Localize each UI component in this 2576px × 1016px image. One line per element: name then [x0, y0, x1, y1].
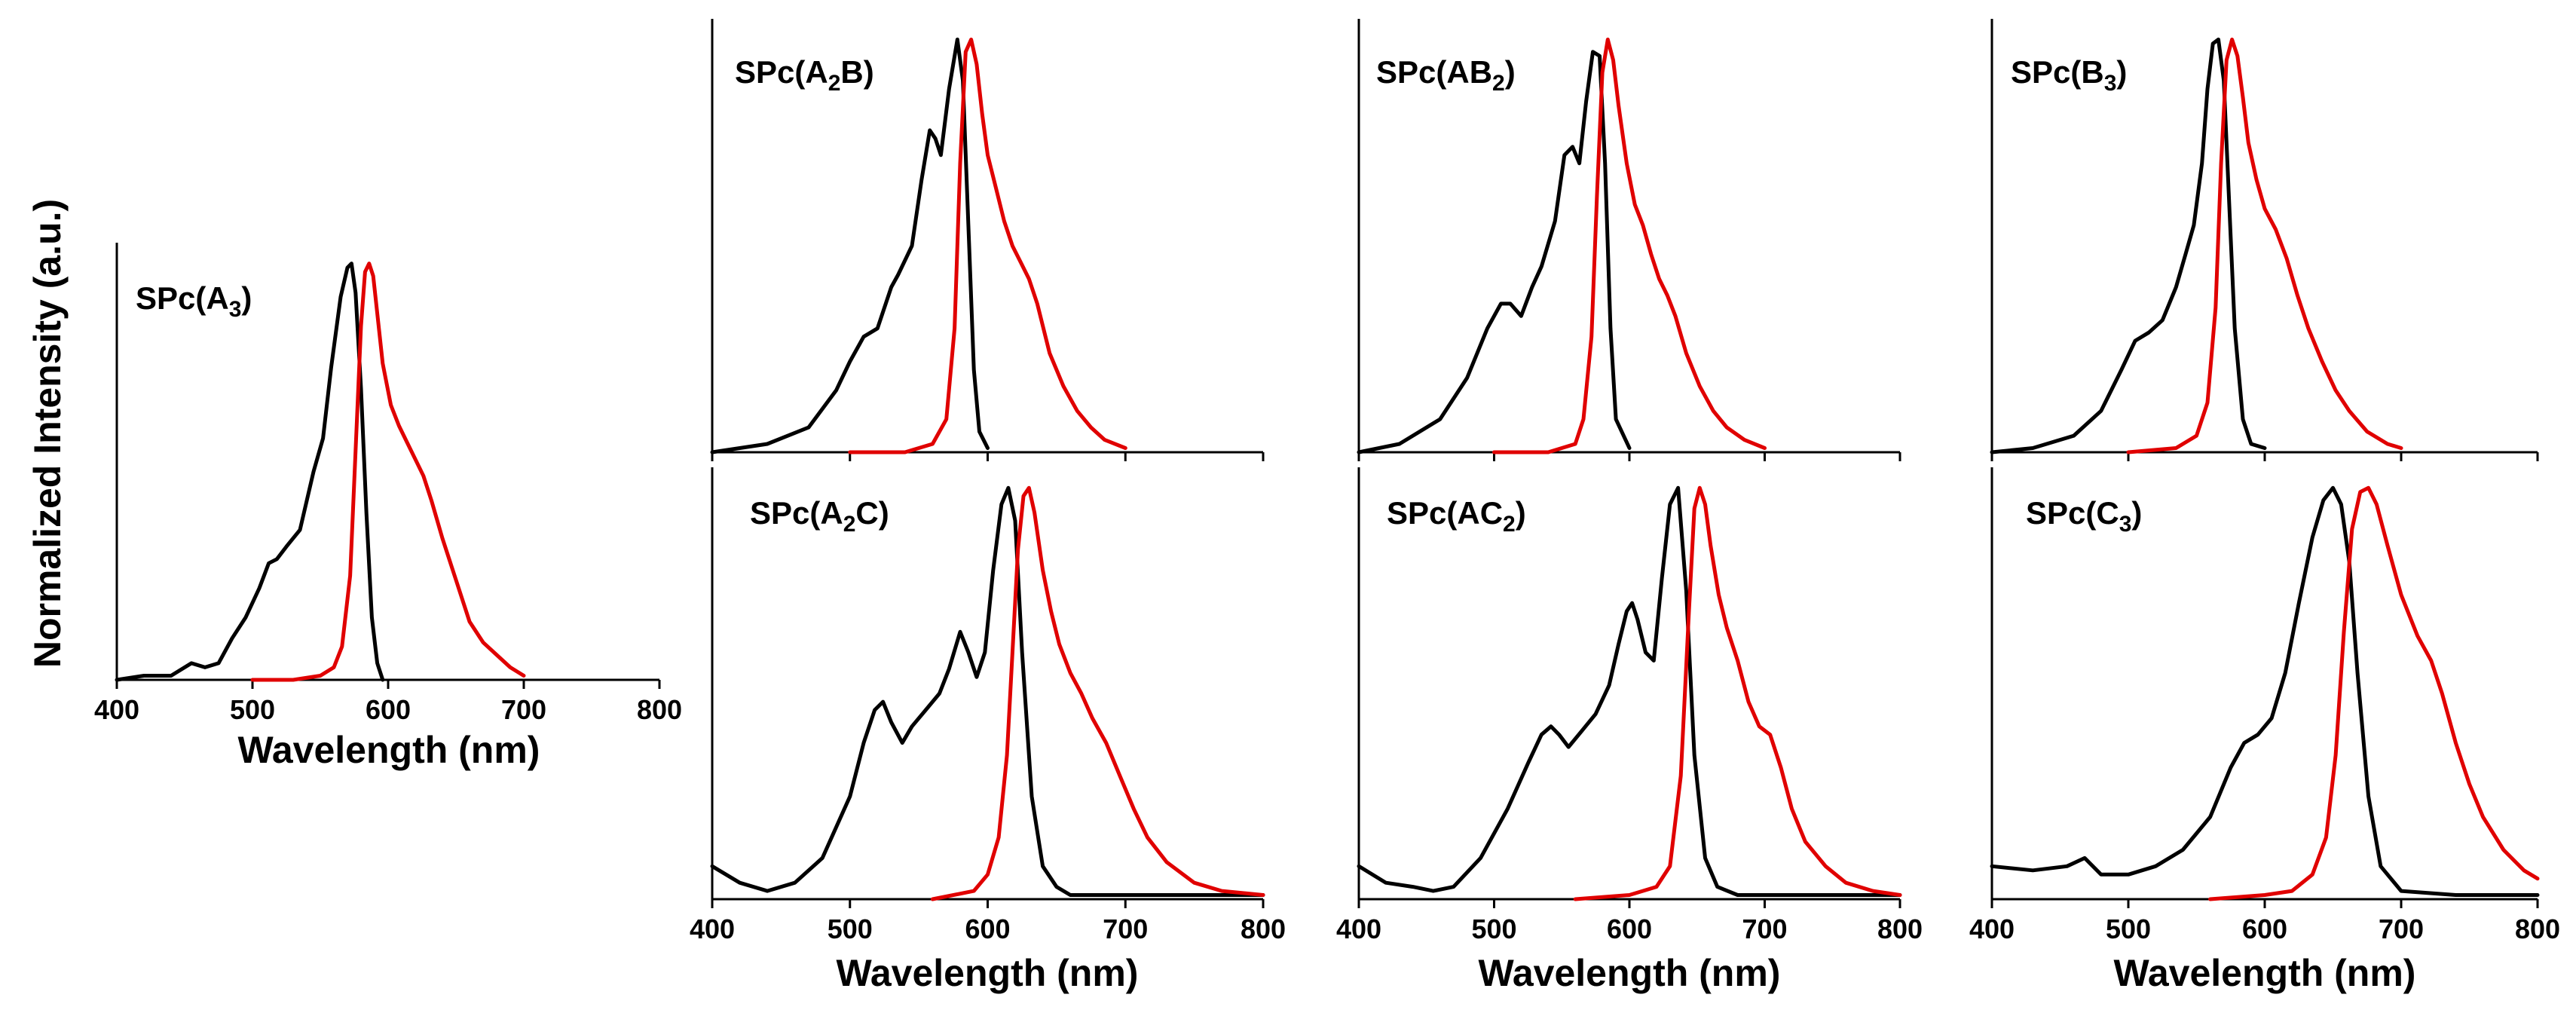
x-tick-label: 500	[2106, 913, 2151, 944]
panel-label: SPc(A2B)	[735, 54, 874, 96]
absorption-line	[1990, 37, 2267, 454]
emission-line	[848, 37, 1127, 454]
panel-label-end: )	[2131, 495, 2142, 531]
panel-label-subscript: 3	[229, 297, 242, 322]
panel-label-end: )	[1505, 54, 1516, 90]
x-tick-label: 800	[1877, 913, 1923, 944]
x-axis-title: Wavelength (nm)	[2114, 952, 2416, 994]
x-tick-label: 600	[965, 913, 1010, 944]
panel-label-base: SPc(A	[136, 280, 229, 316]
x-tick-label: 500	[230, 694, 275, 725]
panel-label-subscript: 3	[2119, 512, 2132, 537]
absorption-line	[710, 37, 990, 454]
x-tick-label: 700	[1742, 913, 1787, 944]
panel-label-subscript: 2	[843, 512, 856, 537]
x-axis-title: Wavelength (nm)	[837, 952, 1139, 994]
x-tick-label: 600	[2242, 913, 2287, 944]
panel-label-subscript: 2	[1492, 71, 1505, 96]
x-tick-label: 700	[2379, 913, 2424, 944]
emission-line	[1492, 37, 1767, 454]
x-tick-label: 600	[1607, 913, 1652, 944]
x-tick-label: 400	[1336, 913, 1381, 944]
panel-label-end: )	[241, 280, 252, 316]
panel-label: SPc(C3)	[2026, 495, 2142, 537]
panel-6: 400 500 600 700 800 SPc(C3) Wavelength (nm)	[1969, 467, 2560, 994]
panel-label: SPc(B3)	[2011, 54, 2127, 96]
panel-label: SPc(A2C)	[750, 495, 889, 537]
absorption-line	[1990, 485, 2540, 897]
panel-5: 400 500 600 700 800 SPc(AC2) Wavelength (nm)	[1336, 467, 1923, 994]
x-tick-label: 400	[1969, 913, 2015, 944]
x-tick-label: 700	[501, 694, 546, 725]
absorption-line	[1357, 50, 1632, 454]
emission-line	[930, 485, 1265, 901]
panel-label: SPc(AC2)	[1387, 495, 1526, 537]
panel-label: SPc(AB2)	[1376, 54, 1516, 96]
panel-0: 400 500 600 700 800 SPc(A3) Wavelength (nm)	[94, 243, 682, 771]
panel-label: SPc(A3)	[136, 280, 252, 322]
x-tick-label: 500	[828, 913, 873, 944]
panel-4: 400 500 600 700 800 SPc(A2C) Wavelength (nm)	[690, 467, 1286, 994]
x-tick-label: 800	[2515, 913, 2560, 944]
x-tick-label: 800	[1241, 913, 1286, 944]
panel-label-end: C)	[855, 495, 889, 531]
x-tick-label: 500	[1471, 913, 1516, 944]
emission-line	[2208, 485, 2540, 901]
panel-label-end: B)	[840, 54, 873, 90]
panel-label-base: SPc(A	[750, 495, 843, 531]
x-tick-label: 400	[690, 913, 735, 944]
panel-label-subscript: 2	[828, 71, 841, 96]
panel-label-base: SPc(A	[735, 54, 828, 90]
absorption-line	[115, 262, 385, 682]
x-axis-title: Wavelength (nm)	[1479, 952, 1781, 994]
panel-label-subscript: 3	[2104, 71, 2117, 96]
panel-1: SPc(A2B)	[710, 19, 1265, 461]
emission-line	[250, 262, 526, 682]
x-axis-title: Wavelength (nm)	[238, 729, 540, 771]
panel-2: SPc(AB2)	[1357, 19, 1901, 461]
panel-label-subscript: 2	[1503, 512, 1516, 537]
y-axis-title: Normalized Intensity (a.u.)	[26, 199, 69, 668]
x-tick-label: 700	[1103, 913, 1148, 944]
emission-line	[2126, 37, 2403, 454]
absorption-line	[710, 485, 1265, 897]
panel-label-base: SPc(AC	[1387, 495, 1503, 531]
emission-line	[1573, 485, 1902, 901]
x-tick-label: 800	[637, 694, 682, 725]
panel-label-base: SPc(AB	[1376, 54, 1492, 90]
panel-3: SPc(B3)	[1990, 19, 2539, 461]
absorption-line	[1357, 485, 1902, 897]
x-tick-label: 400	[94, 694, 139, 725]
panel-label-end: )	[1516, 495, 1526, 531]
panel-label-end: )	[2116, 54, 2127, 90]
panel-label-base: SPc(B	[2011, 54, 2104, 90]
panel-label-base: SPc(C	[2026, 495, 2119, 531]
x-tick-label: 600	[366, 694, 411, 725]
